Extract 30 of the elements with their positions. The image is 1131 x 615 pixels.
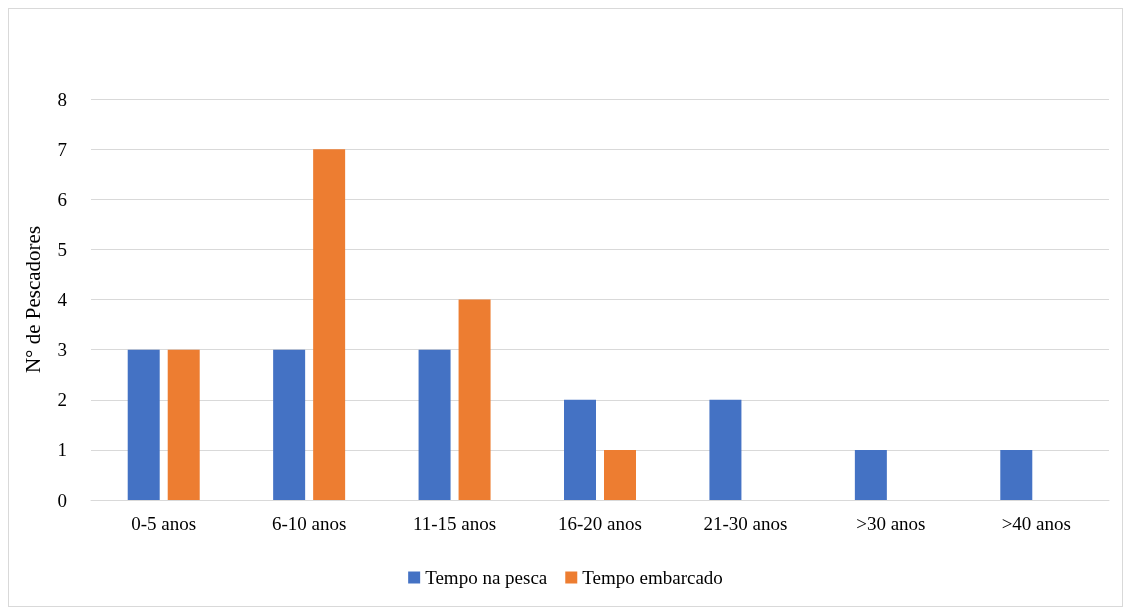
bar [1000,449,1033,500]
bar [273,349,306,500]
x-tick-label: 0-5 anos [131,513,197,534]
legend-label: Tempo embarcado [582,567,723,588]
x-tick-label: >30 anos [856,513,926,534]
x-tick-label: 6-10 anos [271,513,347,534]
bar [127,349,160,500]
x-tick-label: 16-20 anos [558,513,642,534]
bar [709,399,742,500]
bar [313,149,346,500]
y-tick-label: 5 [57,238,67,260]
x-tick-label: 11-15 anos [412,513,497,534]
y-tick-label: 0 [57,489,67,511]
x-tick-label: >40 anos [1001,513,1071,534]
bar [854,449,887,500]
bar [458,299,491,500]
y-tick-label: 8 [57,88,67,110]
y-tick-label: 4 [57,289,68,310]
bar [418,349,451,500]
bar [167,349,200,500]
bar [604,449,636,500]
y-tick-label: 1 [57,439,67,461]
y-tick-label: 6 [57,188,67,210]
x-tick-label: 21-30 anos [703,513,788,534]
y-tick-label: 7 [57,138,67,160]
bar [564,399,596,500]
legend-label: Tempo na pesca [425,567,548,588]
y-axis-title: N° de Pescadores [20,225,45,374]
y-tick-label: 2 [57,389,67,411]
y-tick-label: 3 [57,339,67,361]
